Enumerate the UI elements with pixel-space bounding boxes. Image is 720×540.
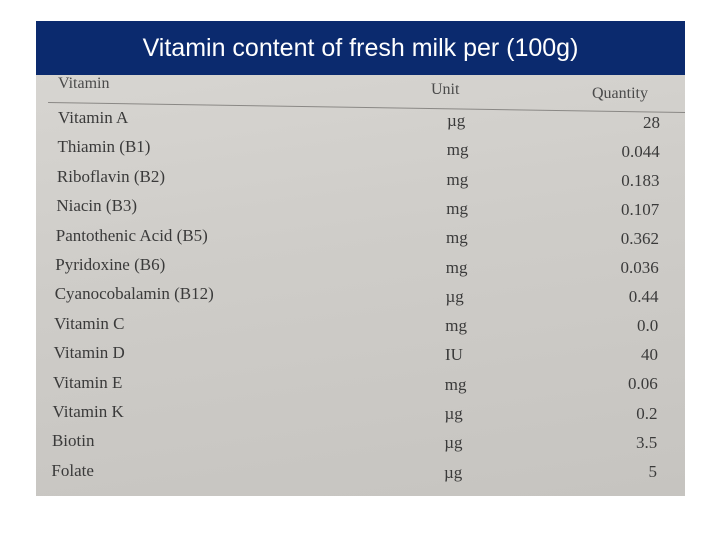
table-header-row: Vitamin Unit Quantity bbox=[36, 75, 685, 105]
table-photo bbox=[36, 21, 685, 496]
vitamin-unit: µg bbox=[444, 433, 463, 453]
vitamin-quantity: 0.44 bbox=[628, 287, 659, 307]
vitamin-unit: mg bbox=[446, 140, 469, 160]
vitamin-quantity: 28 bbox=[643, 113, 660, 132]
vitamin-table: Vitamin Unit Quantity Vitamin A µg 28 Th… bbox=[36, 75, 685, 496]
vitamin-unit: mg bbox=[446, 169, 469, 189]
vitamin-quantity: 0.362 bbox=[620, 229, 659, 249]
slide-title: Vitamin content of fresh milk per (100g) bbox=[142, 33, 579, 62]
vitamin-quantity: 5 bbox=[648, 461, 658, 481]
vitamin-unit: IU bbox=[445, 345, 463, 365]
table-row: Folate µg 5 bbox=[36, 461, 679, 489]
header-vitamin: Vitamin bbox=[58, 75, 110, 92]
table-row: Biotin µg 3.5 bbox=[36, 431, 679, 459]
vitamin-quantity: 3.5 bbox=[636, 432, 658, 452]
vitamin-name: Biotin bbox=[51, 431, 95, 451]
table-body: Vitamin A µg 28 Thiamin (B1) mg 0.044 Ri… bbox=[36, 75, 685, 496]
table-row: Cyanocobalamin (B12) µg 0.44 bbox=[36, 284, 679, 312]
table-row: Pantothenic Acid (B5) mg 0.362 bbox=[36, 226, 680, 254]
vitamin-unit: µg bbox=[445, 286, 464, 306]
vitamin-unit: µg bbox=[444, 462, 463, 482]
vitamin-quantity: 0.183 bbox=[621, 171, 660, 191]
vitamin-quantity: 0.2 bbox=[636, 403, 658, 423]
vitamin-unit: mg bbox=[446, 228, 468, 248]
vitamin-name: Riboflavin (B2) bbox=[56, 166, 166, 186]
vitamin-unit: mg bbox=[446, 198, 468, 218]
vitamin-quantity: 0.044 bbox=[621, 142, 660, 162]
vitamin-name: Thiamin (B1) bbox=[57, 137, 151, 157]
header-quantity: Quantity bbox=[592, 85, 648, 102]
vitamin-name: Vitamin D bbox=[53, 343, 125, 363]
vitamin-unit: mg bbox=[445, 316, 467, 336]
vitamin-quantity: 0.107 bbox=[621, 200, 660, 220]
vitamin-quantity: 0.0 bbox=[637, 316, 659, 336]
vitamin-name: Cyanocobalamin (B12) bbox=[54, 284, 214, 304]
vitamin-name: Vitamin E bbox=[53, 372, 123, 392]
slide-title-bar: Vitamin content of fresh milk per (100g) bbox=[36, 21, 685, 75]
vitamin-unit: mg bbox=[445, 257, 468, 277]
table-row: Vitamin K µg 0.2 bbox=[36, 402, 679, 430]
vitamin-quantity: 0.06 bbox=[628, 374, 658, 394]
table-row: Vitamin E mg 0.06 bbox=[36, 373, 679, 401]
table-row: Vitamin D IU 40 bbox=[36, 343, 679, 371]
table-row: Thiamin (B1) mg 0.044 bbox=[36, 137, 680, 165]
vitamin-name: Pantothenic Acid (B5) bbox=[55, 225, 208, 245]
vitamin-unit: mg bbox=[444, 374, 467, 394]
vitamin-quantity: 0.036 bbox=[620, 258, 659, 278]
vitamin-unit: µg bbox=[444, 404, 463, 423]
table-row: Riboflavin (B2) mg 0.183 bbox=[36, 167, 680, 195]
table-row: Niacin (B3) mg 0.107 bbox=[36, 196, 680, 224]
table-row: Vitamin A µg 28 bbox=[36, 108, 680, 136]
table-row: Vitamin C mg 0.0 bbox=[36, 314, 679, 342]
vitamin-quantity: 40 bbox=[641, 345, 658, 365]
vitamin-name: Folate bbox=[51, 460, 94, 480]
vitamin-name: Vitamin A bbox=[58, 108, 129, 127]
table-row: Pyridoxine (B6) mg 0.036 bbox=[36, 255, 680, 283]
header-unit: Unit bbox=[431, 81, 460, 98]
vitamin-name: Vitamin K bbox=[52, 402, 124, 421]
vitamin-name: Niacin (B3) bbox=[56, 196, 138, 216]
vitamin-name: Vitamin C bbox=[54, 313, 125, 333]
slide: Vitamin Unit Quantity Vitamin A µg 28 Th… bbox=[36, 21, 685, 496]
vitamin-name: Pyridoxine (B6) bbox=[55, 255, 166, 274]
vitamin-unit: µg bbox=[447, 111, 466, 130]
